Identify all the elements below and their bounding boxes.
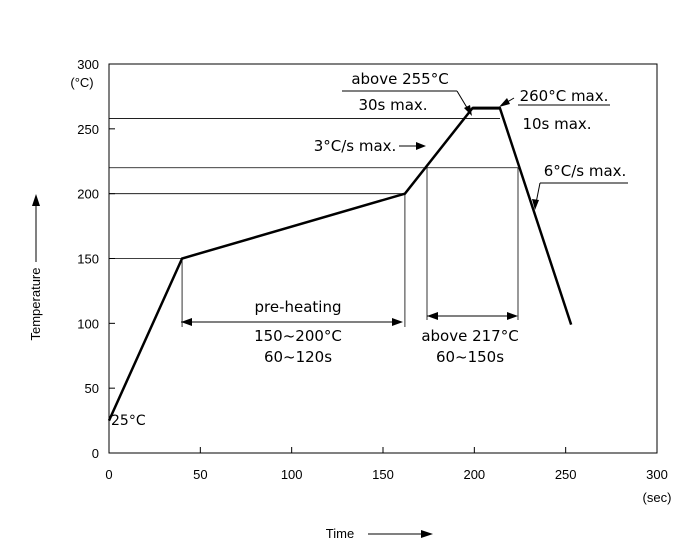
annotation-ramp-down: 6°C/s max.: [544, 162, 627, 180]
x-tick-label: 150: [372, 467, 394, 482]
x-tick-label: 250: [555, 467, 577, 482]
annotation-peak-time: 10s max.: [522, 115, 591, 133]
annotation-leaders: [181, 90, 628, 326]
y-axis-title: Temperature: [28, 268, 43, 341]
x-tick-label: 200: [463, 467, 485, 482]
annotation-above255-time: 30s max.: [358, 96, 427, 114]
y-tick-label: 250: [77, 122, 99, 137]
annotation-above217-time: 60~150s: [436, 348, 504, 366]
y-tick-label: 0: [92, 446, 99, 461]
annotation-preheat-label: pre-heating: [254, 298, 341, 316]
x-axis-arrow-head: [421, 530, 433, 538]
y-axis-arrow-head: [32, 194, 40, 206]
x-tick-label: 100: [281, 467, 303, 482]
y-tick-label: 300: [77, 57, 99, 72]
y-tick-label: 100: [77, 316, 99, 331]
x-axis-ticks: 0 50 100 150 200 250 300: [105, 447, 668, 482]
y-tick-label: 200: [77, 187, 99, 202]
y-unit-label: (°C): [70, 75, 93, 90]
series-line-reflow-profile: [107, 106, 573, 422]
annotation-ramp-up: 3°C/s max.: [314, 137, 397, 155]
x-unit-label: (sec): [643, 490, 672, 505]
annotation-above255: above 255°C: [351, 70, 448, 88]
x-tick-label: 0: [105, 467, 112, 482]
annotation-above217-temp: above 217°C: [421, 327, 518, 345]
annotation-start-temp: 25°C: [111, 413, 146, 429]
y-tick-label: 150: [77, 252, 99, 267]
x-tick-label: 50: [193, 467, 207, 482]
guide-lines: [181, 106, 519, 327]
x-tick-label: 300: [646, 467, 668, 482]
x-axis-title: Time: [326, 526, 354, 541]
y-axis-ticks: 0 50 100 150 200 250 300: [77, 57, 115, 461]
annotation-preheat-temp: 150~200°C: [254, 327, 342, 345]
annotation-preheat-time: 60~120s: [264, 348, 332, 366]
y-tick-label: 50: [85, 381, 99, 396]
annotation-peak-max: 260°C max.: [520, 87, 609, 105]
reference-lines: [109, 118, 518, 259]
